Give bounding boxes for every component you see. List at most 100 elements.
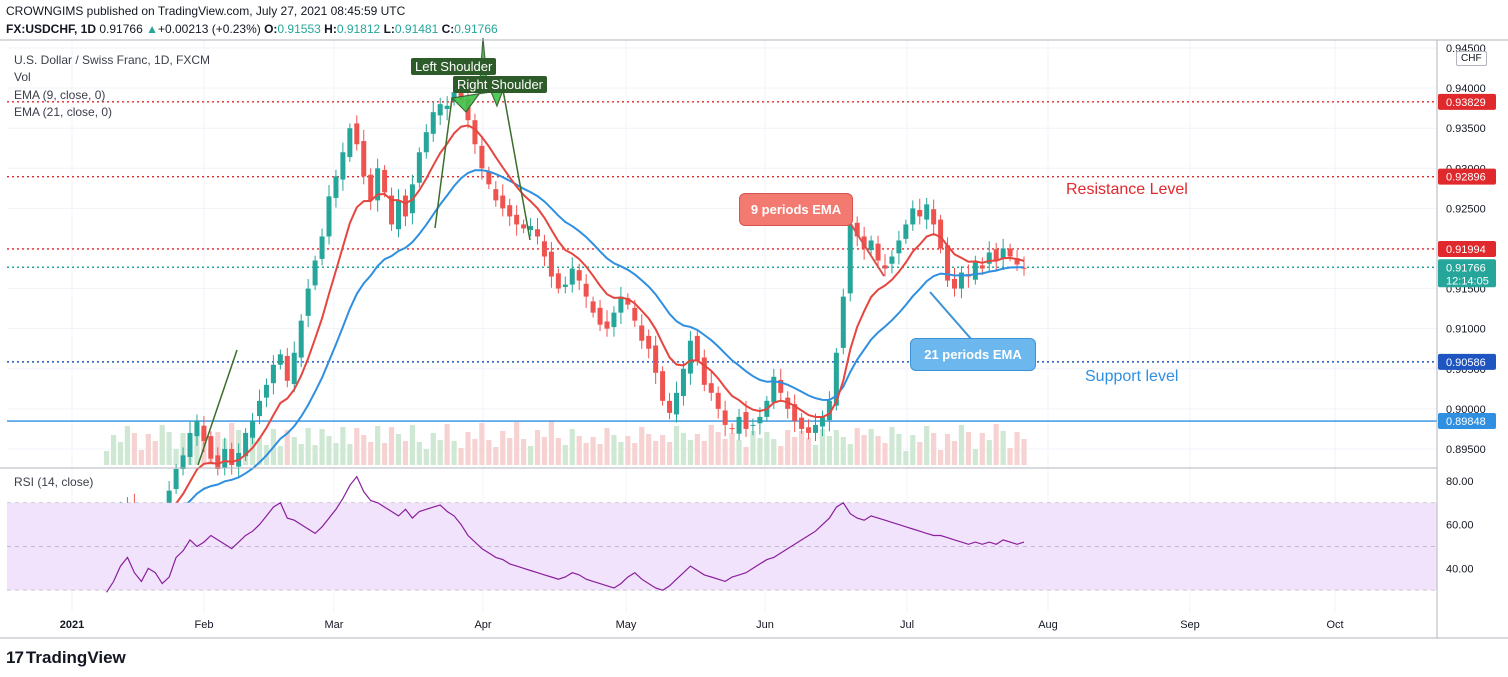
- ema9-line: [106, 124, 1025, 527]
- candle-body: [819, 416, 825, 427]
- candle-body: [979, 265, 985, 269]
- axes: [0, 39, 1508, 639]
- candle-body: [993, 249, 999, 261]
- level-price-text: 0.91994: [1446, 244, 1486, 256]
- candle-body: [639, 325, 645, 341]
- candle-body: [618, 296, 624, 313]
- volume-bar: [500, 431, 506, 465]
- volume-bar: [507, 438, 513, 465]
- candle-body: [382, 169, 388, 193]
- volume-bar: [680, 433, 687, 465]
- time-tick-label: Aug: [1038, 619, 1058, 631]
- volume-bar: [944, 434, 951, 465]
- rsi-tick-label: 40.00: [1446, 563, 1474, 575]
- candle-body: [451, 92, 457, 101]
- ohlc-line: FX:USDCHF, 1D 0.91766 ▲+0.00213 (+0.23%)…: [6, 22, 498, 36]
- volume-bar: [903, 451, 909, 465]
- symbol: FX:USDCHF, 1D: [6, 22, 97, 36]
- volume-bar: [653, 441, 659, 465]
- volume-bar: [333, 443, 339, 465]
- legend-ema9: EMA (9, close, 0): [14, 88, 106, 102]
- candle-body: [583, 283, 589, 297]
- candle-body: [284, 355, 290, 381]
- right-shoulder-label: Right Shoulder: [453, 76, 547, 93]
- candle-body: [833, 352, 839, 406]
- candle-body: [715, 392, 721, 409]
- volume-bar: [910, 435, 916, 465]
- volume-bar: [799, 431, 805, 465]
- price-tick-label: 0.93500: [1446, 123, 1486, 135]
- candle-body: [653, 345, 659, 373]
- volume-bar: [145, 434, 151, 465]
- volume-bar: [458, 448, 464, 465]
- candle-body: [562, 284, 568, 287]
- volume-bar: [291, 437, 297, 465]
- candle-body: [882, 265, 888, 269]
- candle-body: [305, 288, 311, 316]
- volume-bar: [701, 441, 707, 465]
- volume-bar: [979, 433, 985, 465]
- ema9-callout: 9 periods EMA: [739, 193, 853, 226]
- volume-bar: [812, 445, 819, 465]
- volume-bar: [785, 430, 791, 465]
- volume-bar: [708, 425, 714, 465]
- tradingview-brand[interactable]: 17 TradingView: [6, 648, 126, 668]
- price-change: +0.00213 (+0.23%): [157, 22, 261, 36]
- close-label: C:: [441, 22, 455, 36]
- candle-body: [548, 251, 554, 277]
- volume-bar: [548, 421, 554, 465]
- volume-bar: [416, 442, 422, 465]
- volume-bar: [757, 438, 763, 465]
- volume-bar: [924, 426, 930, 465]
- volume-bar: [409, 425, 415, 465]
- candle-body: [250, 420, 256, 438]
- low-label: L:: [383, 22, 395, 36]
- volume-bar: [368, 442, 374, 465]
- candle-body: [854, 222, 860, 237]
- candle-body: [757, 416, 763, 424]
- candle-body: [875, 243, 881, 261]
- candle-body: [1014, 258, 1020, 265]
- candle-body: [555, 273, 561, 289]
- volume-bar: [750, 431, 756, 465]
- volume-bar: [861, 435, 867, 465]
- volume-bar: [736, 440, 742, 465]
- volume-bar: [743, 447, 749, 465]
- currency-badge[interactable]: CHF: [1456, 51, 1487, 66]
- volume-bar: [527, 446, 534, 465]
- volume-bar: [138, 450, 144, 465]
- candle-body: [430, 112, 436, 134]
- volume-bar: [951, 441, 958, 465]
- level-price-text: 0.92896: [1446, 172, 1486, 184]
- level-price-text: 0.89848: [1446, 416, 1486, 428]
- tradingview-logo-icon: 17: [6, 648, 24, 667]
- candle-body: [896, 240, 902, 254]
- volume-bar: [1021, 439, 1027, 465]
- candle-body: [486, 171, 492, 185]
- volume-bar: [729, 433, 735, 465]
- candle-body: [889, 256, 895, 264]
- candle-body: [444, 105, 450, 109]
- candle-body: [423, 132, 429, 153]
- candle-body: [243, 432, 249, 457]
- volume-bar: [722, 439, 728, 465]
- candle-body: [263, 384, 269, 398]
- candle-body: [173, 469, 179, 490]
- candle-body: [472, 120, 478, 145]
- candle-body: [826, 400, 832, 421]
- candle-body: [938, 219, 944, 249]
- legend-ema21: EMA (21, close, 0): [14, 105, 113, 119]
- rsi-pane: [7, 475, 1437, 593]
- candle-body: [799, 417, 805, 429]
- legend-vol: Vol: [14, 70, 31, 84]
- price-tick-label: 0.90000: [1446, 404, 1486, 416]
- candle-body: [632, 307, 638, 321]
- candle-body: [847, 224, 853, 294]
- volume-bar: [590, 437, 596, 465]
- price-tick-label: 0.91000: [1446, 324, 1486, 336]
- candle-body: [660, 371, 666, 401]
- legend-rsi: RSI (14, close): [14, 475, 94, 489]
- candle-body: [576, 270, 582, 281]
- high-label: H:: [324, 22, 337, 36]
